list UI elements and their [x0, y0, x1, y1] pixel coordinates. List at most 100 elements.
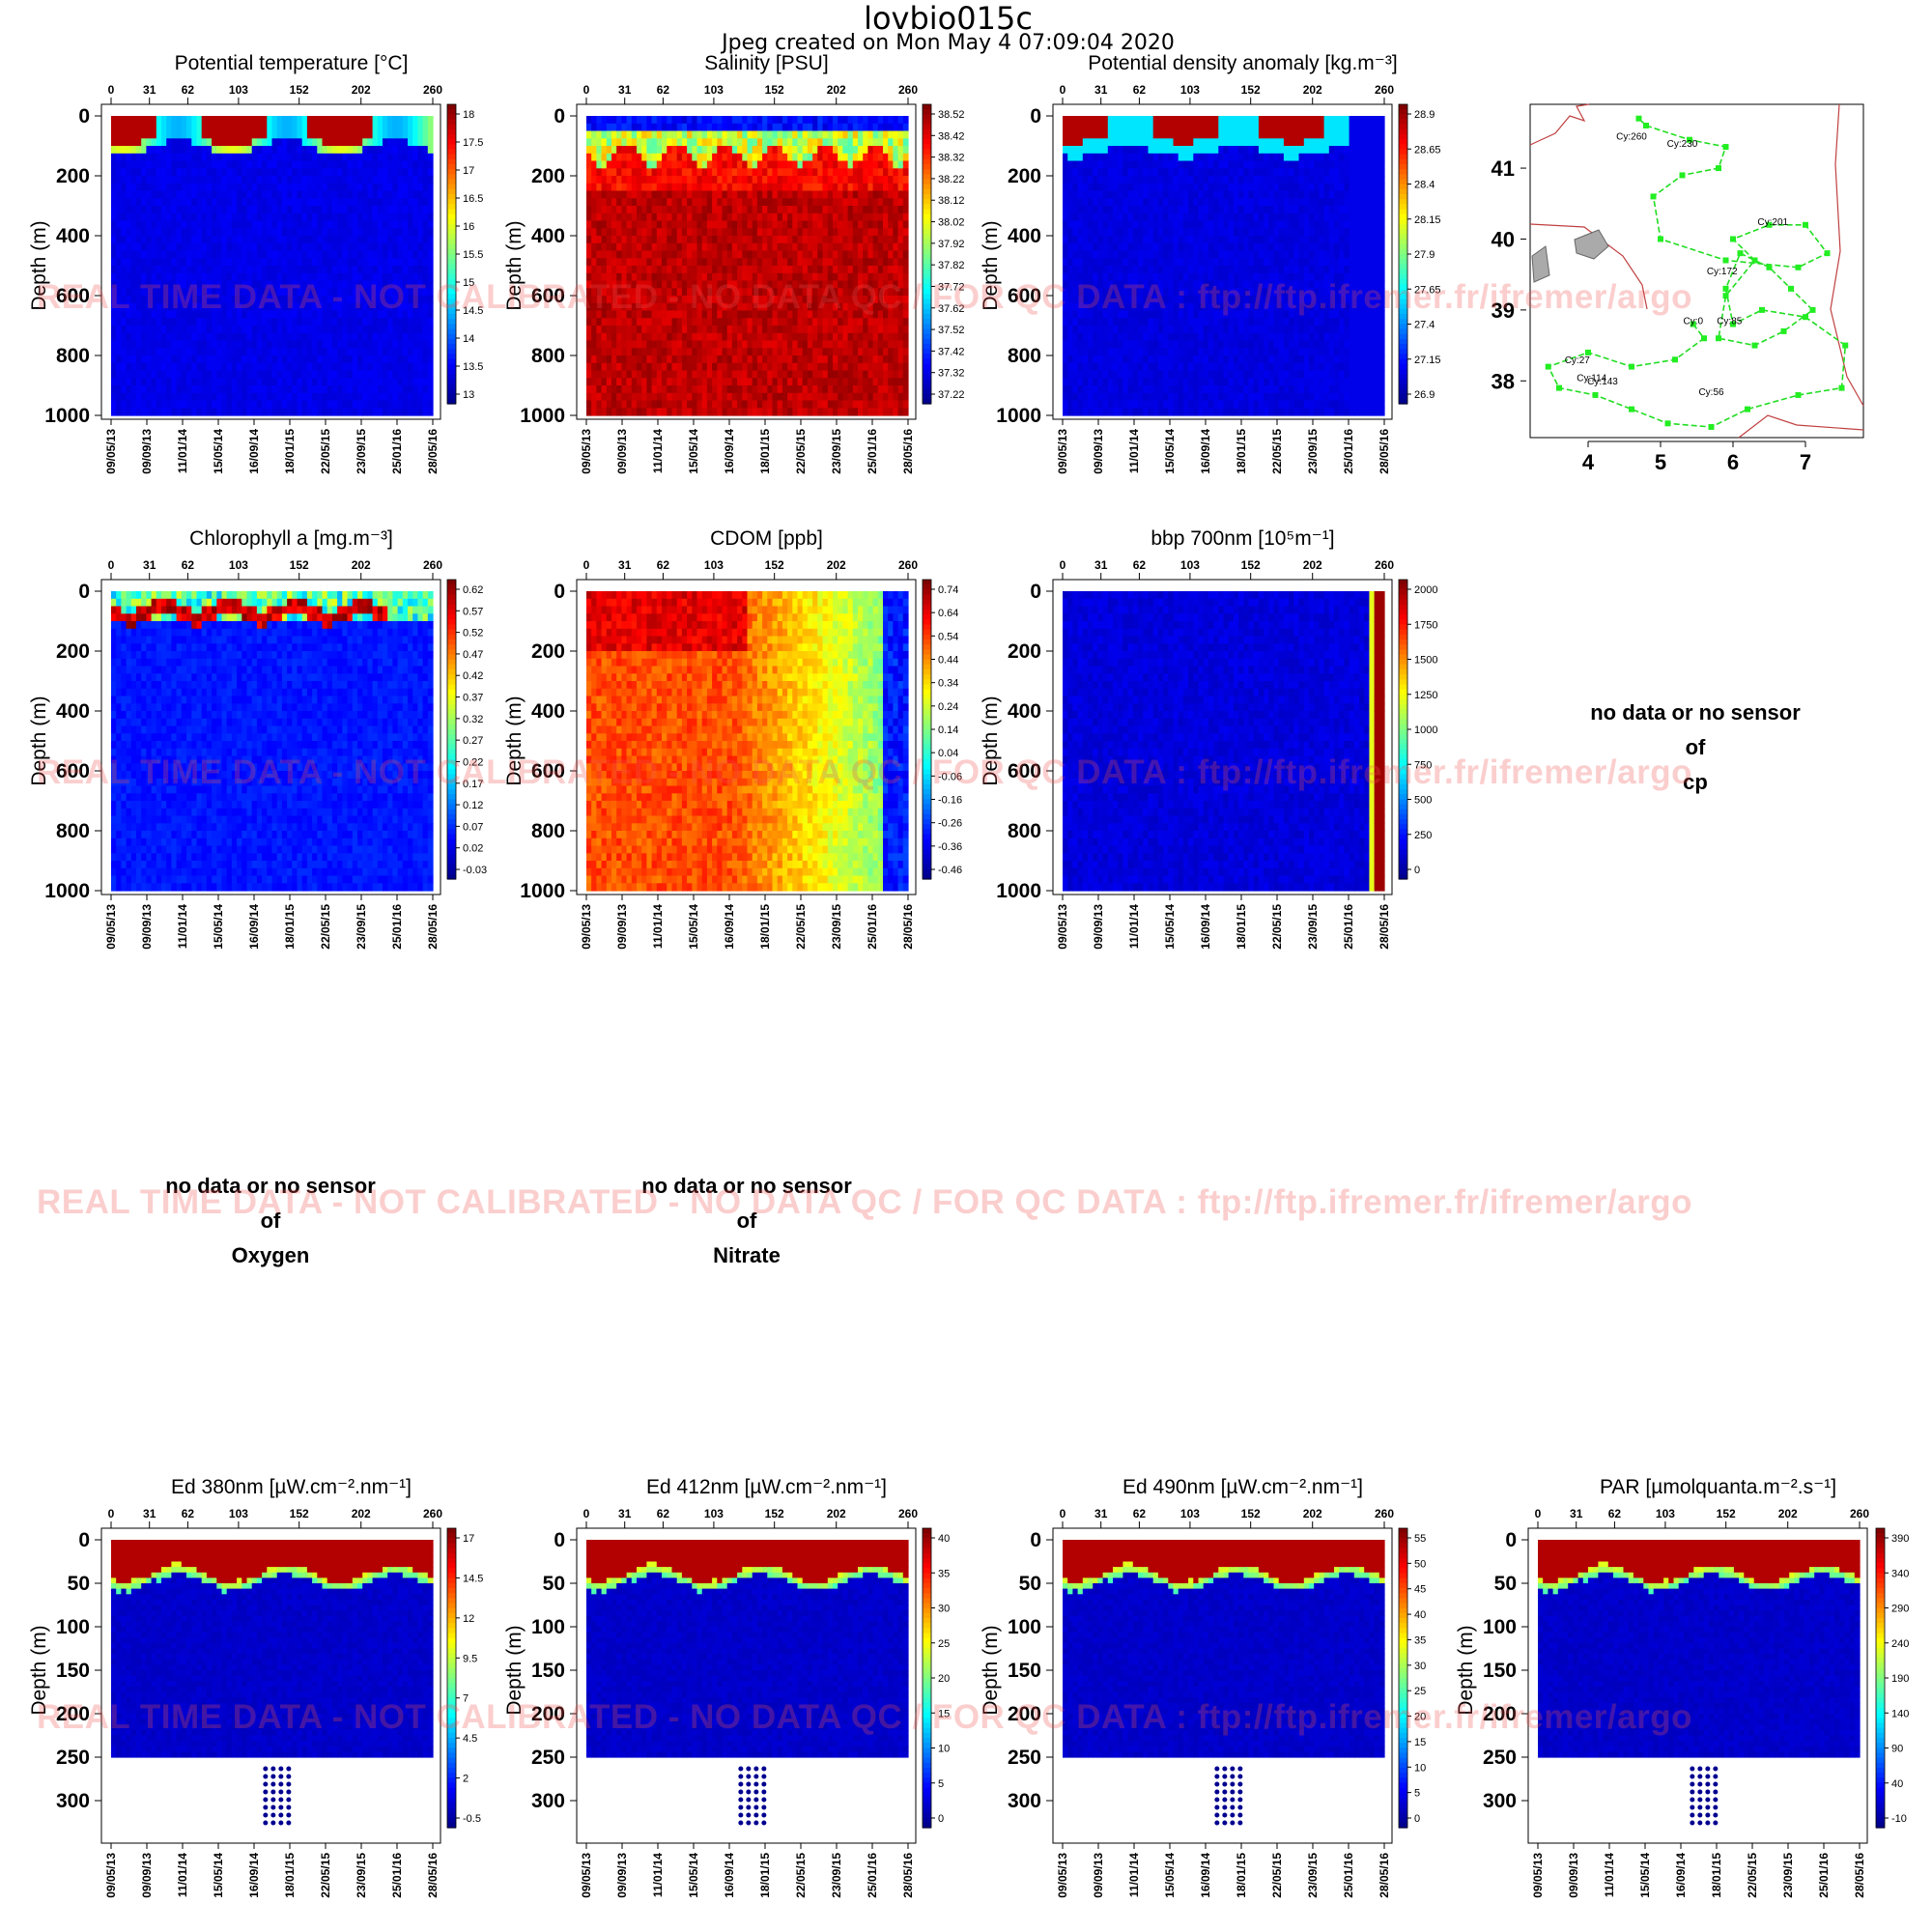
heatmap-cell: [146, 341, 152, 349]
heatmap-cell: [282, 311, 288, 319]
heatmap-cell: [212, 333, 217, 341]
heatmap-cell: [222, 363, 228, 371]
heatmap-cell: [212, 258, 217, 266]
heatmap-cell: [197, 326, 203, 333]
heatmap-cell: [191, 378, 197, 385]
heatmap-cell: [136, 258, 142, 266]
heatmap-cell: [131, 303, 137, 311]
heatmap-cell: [191, 138, 197, 146]
heatmap-cell: [317, 371, 323, 379]
heatmap-cell: [182, 138, 187, 146]
heatmap-cell: [247, 341, 253, 349]
heatmap-cell: [282, 168, 288, 176]
heatmap-cell: [252, 184, 258, 191]
heatmap-cell: [216, 281, 222, 289]
heatmap-cell: [292, 296, 298, 303]
heatmap-cell: [212, 176, 217, 184]
heatmap-cell: [222, 385, 228, 393]
heatmap-cell: [146, 273, 152, 281]
heatmap-cell: [312, 281, 318, 289]
heatmap-panel: Potential temperature [°C]0 31 62 103 152 202…: [28, 52, 483, 474]
heatmap-cell: [141, 228, 147, 236]
heatmap-cell: [282, 355, 288, 363]
heatmap-cell: [197, 311, 203, 319]
heatmap-cell: [161, 408, 167, 415]
heatmap-cell: [141, 385, 147, 393]
heatmap-cell: [292, 236, 298, 243]
heatmap-cell: [277, 371, 283, 379]
heatmap-cell: [186, 355, 192, 363]
heatmap-cell: [302, 348, 308, 355]
heatmap-cell: [131, 161, 137, 169]
heatmap-cell: [202, 348, 208, 355]
heatmap-cell: [298, 131, 303, 139]
heatmap-cell: [232, 236, 238, 243]
heatmap-cell: [197, 408, 203, 415]
heatmap-cell: [267, 138, 272, 146]
heatmap-cell: [141, 161, 147, 169]
heatmap-cell: [136, 311, 142, 319]
heatmap-cell: [222, 393, 228, 401]
heatmap-cell: [177, 184, 183, 191]
heatmap-cell: [267, 333, 272, 341]
heatmap-cell: [272, 371, 278, 379]
heatmap-cell: [191, 355, 197, 363]
heatmap-cell: [252, 213, 258, 221]
heatmap-cell: [171, 266, 177, 273]
heatmap-cell: [277, 326, 283, 333]
heatmap-cell: [212, 385, 217, 393]
heatmap-cell: [222, 348, 228, 355]
heatmap-cell: [121, 154, 127, 161]
heatmap-cell: [121, 296, 127, 303]
heatmap-cell: [136, 184, 142, 191]
heatmap-cell: [222, 124, 228, 131]
heatmap-cell: [287, 355, 293, 363]
heatmap-cell: [252, 273, 258, 281]
heatmap-cell: [202, 273, 208, 281]
heatmap-cell: [156, 385, 162, 393]
heatmap-cell: [166, 198, 172, 206]
heatmap-cell: [156, 191, 162, 199]
heatmap-cell: [282, 401, 288, 409]
heatmap-cell: [237, 401, 242, 409]
heatmap-cell: [161, 393, 167, 401]
heatmap-cell: [272, 408, 278, 415]
heatmap-cell: [116, 146, 122, 154]
heatmap-cell: [197, 131, 203, 139]
heatmap-cell: [111, 213, 117, 221]
heatmap-cell: [216, 341, 222, 349]
heatmap-cell: [136, 318, 142, 326]
heatmap-cell: [212, 348, 217, 355]
heatmap-cell: [312, 124, 318, 131]
heatmap-cell: [222, 341, 228, 349]
heatmap-cell: [242, 326, 247, 333]
heatmap-cell: [312, 378, 318, 385]
heatmap-cell: [237, 176, 242, 184]
heatmap-cell: [197, 281, 203, 289]
heatmap-cell: [121, 363, 127, 371]
heatmap-cell: [282, 273, 288, 281]
heatmap-cell: [252, 161, 258, 169]
heatmap-cell: [127, 168, 132, 176]
heatmap-cell: [186, 296, 192, 303]
heatmap-cell: [111, 341, 117, 349]
heatmap-cell: [323, 401, 328, 409]
heatmap-cell: [232, 146, 238, 154]
heatmap-cell: [237, 251, 242, 259]
heatmap-cell: [312, 385, 318, 393]
heatmap-cell: [222, 273, 228, 281]
heatmap-cell: [186, 236, 192, 243]
heatmap-cell: [216, 371, 222, 379]
heatmap-cell: [116, 385, 122, 393]
heatmap-cell: [127, 266, 132, 273]
heatmap-cell: [152, 318, 157, 326]
heatmap-cell: [222, 138, 228, 146]
heatmap-cell: [222, 401, 228, 409]
heatmap-cell: [227, 341, 233, 349]
heatmap-cell: [252, 363, 258, 371]
heatmap-cell: [277, 341, 283, 349]
heatmap-cell: [202, 138, 208, 146]
heatmap-cell: [242, 154, 247, 161]
heatmap-cell: [166, 161, 172, 169]
heatmap-cell: [191, 124, 197, 131]
